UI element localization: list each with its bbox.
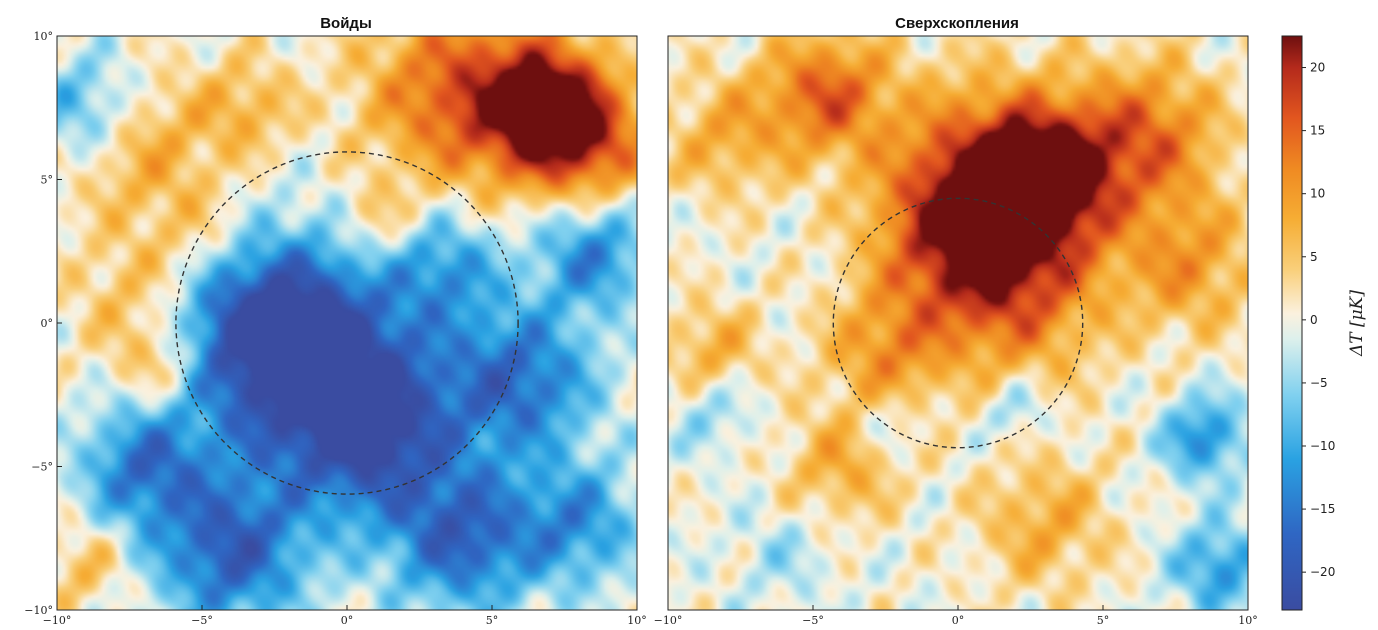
y-tick-label: 5° [41, 174, 54, 187]
x-tick-label: −5° [802, 614, 824, 627]
y-tick-label: −5° [31, 461, 53, 474]
colorbar-tick-label: −5 [1310, 376, 1328, 390]
x-tick-label: −5° [191, 614, 213, 627]
ticks-voids: −10° −5° 0° 5° 10° 10° 5° 0° −5° −10° [24, 30, 646, 627]
x-tick-label: 5° [1097, 614, 1110, 627]
colorbar-tick-label: −10 [1310, 439, 1335, 453]
x-tick-label: −10° [654, 614, 683, 627]
y-tick-label: 0° [41, 317, 54, 330]
dashed-circle-voids [175, 151, 519, 495]
y-tick-label: −10° [24, 604, 53, 617]
colorbar-tick-label: −20 [1310, 565, 1335, 579]
colorbar-tick-label: 20 [1310, 61, 1325, 75]
panel-superclusters: Сверхскопления −10° −5° 0° 5° 10° [654, 15, 1258, 627]
dashed-circle-superclusters [832, 197, 1084, 449]
colorbar-tick-label: 15 [1310, 124, 1325, 138]
colorbar-gradient [1281, 35, 1303, 611]
y-tick-label: 10° [34, 30, 54, 43]
x-tick-label: 10° [627, 614, 647, 627]
ticks-superclusters: −10° −5° 0° 5° 10° [654, 605, 1258, 627]
colorbar: 20 15 10 5 0 −5 −10 −15 −20 ΔT [μK] [1281, 35, 1367, 611]
colorbar-label: ΔT [μK] [1347, 290, 1367, 357]
colorbar-tick-label: 0 [1310, 313, 1318, 327]
heatmap-superclusters-container [668, 36, 1248, 610]
x-tick-label: −10° [43, 614, 72, 627]
x-tick-label: 10° [1238, 614, 1258, 627]
x-tick-label: 0° [952, 614, 965, 627]
colorbar-tick-label: 10 [1310, 187, 1325, 201]
panel-title-superclusters: Сверхскопления [895, 15, 1019, 32]
colorbar-ticks: 20 15 10 5 0 −5 −10 −15 −20 [1302, 61, 1335, 579]
panel-title-voids: Войды [320, 15, 372, 32]
x-tick-label: 5° [486, 614, 499, 627]
heatmap-voids-container [57, 36, 637, 610]
colorbar-tick-label: −15 [1310, 502, 1335, 516]
panel-voids: Войды −10° −5° 0° 5° 10° 10° 5° 0° −5° −10° [24, 15, 646, 627]
colorbar-tick-label: 5 [1310, 250, 1318, 264]
x-tick-label: 0° [341, 614, 354, 627]
